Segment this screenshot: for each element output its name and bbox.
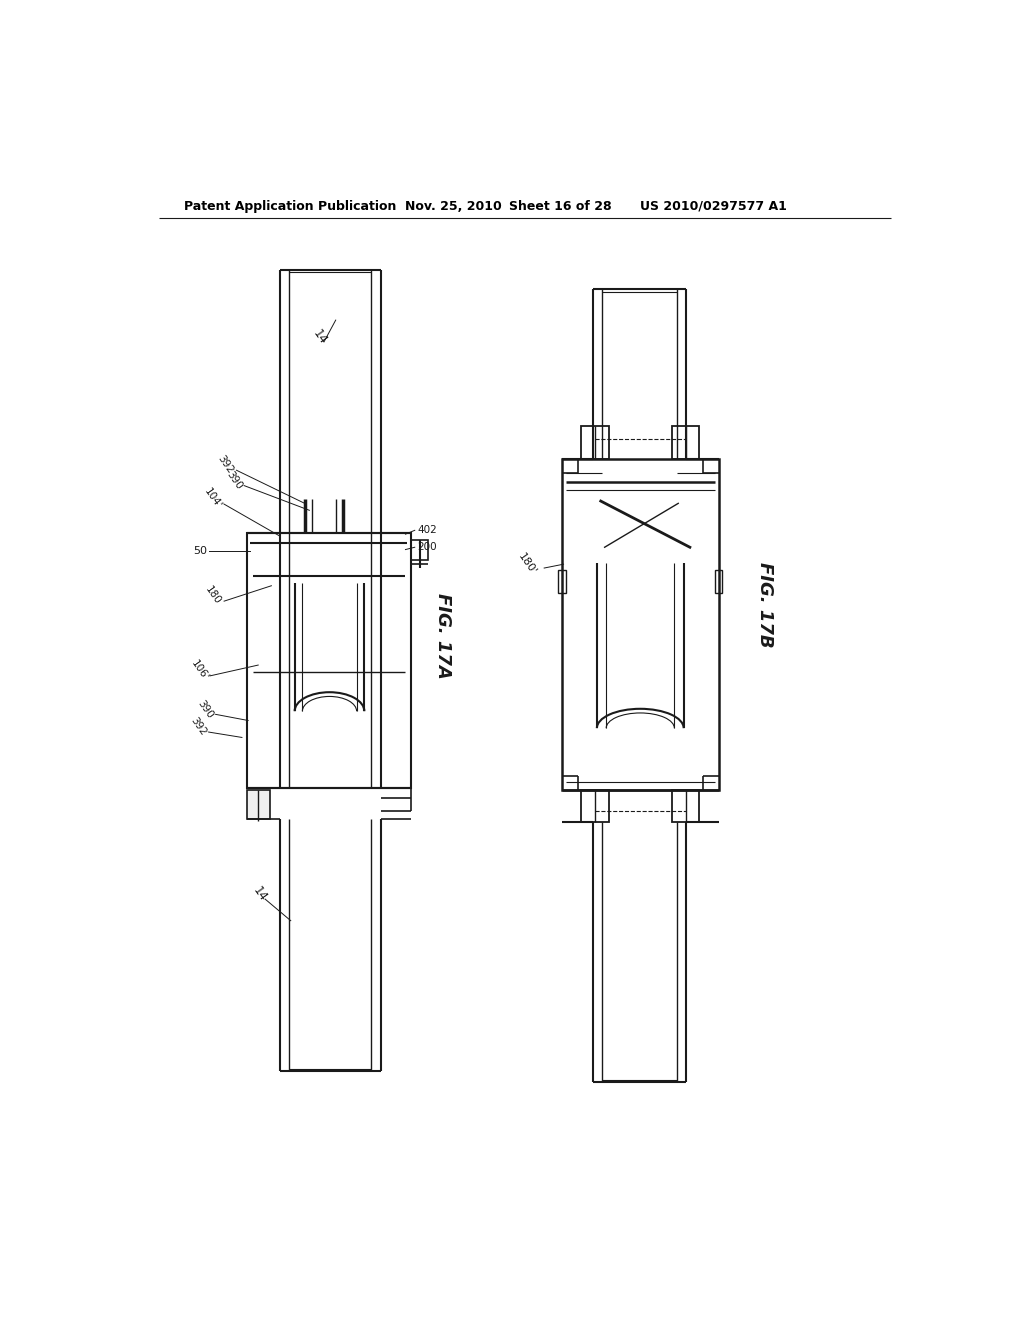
Text: 390: 390 [224, 470, 244, 491]
Bar [672, 426, 699, 459]
Text: 180: 180 [204, 585, 223, 607]
Text: 106': 106' [188, 659, 210, 682]
Bar [247, 789, 270, 818]
Bar [247, 533, 411, 788]
Bar [562, 459, 719, 789]
Text: Patent Application Publication: Patent Application Publication [183, 199, 396, 213]
Text: FIG. 17A: FIG. 17A [434, 593, 453, 678]
Bar [582, 789, 608, 822]
Text: 14: 14 [250, 884, 269, 904]
Text: 402: 402 [417, 525, 437, 536]
Bar [582, 426, 608, 459]
Text: 180': 180' [517, 552, 539, 577]
Text: 392: 392 [188, 715, 208, 738]
Text: 14: 14 [310, 327, 330, 347]
Text: FIG. 17B: FIG. 17B [756, 562, 774, 648]
Text: 392: 392 [216, 454, 236, 477]
Text: 390: 390 [196, 698, 215, 719]
Text: US 2010/0297577 A1: US 2010/0297577 A1 [640, 199, 786, 213]
Text: 50: 50 [194, 546, 207, 556]
Bar [715, 570, 722, 594]
Text: 200: 200 [417, 543, 436, 552]
Bar [672, 789, 699, 822]
Text: Nov. 25, 2010: Nov. 25, 2010 [406, 199, 502, 213]
Text: Sheet 16 of 28: Sheet 16 of 28 [509, 199, 612, 213]
Bar [558, 570, 566, 594]
Text: 104': 104' [203, 487, 224, 511]
Bar [411, 540, 428, 561]
